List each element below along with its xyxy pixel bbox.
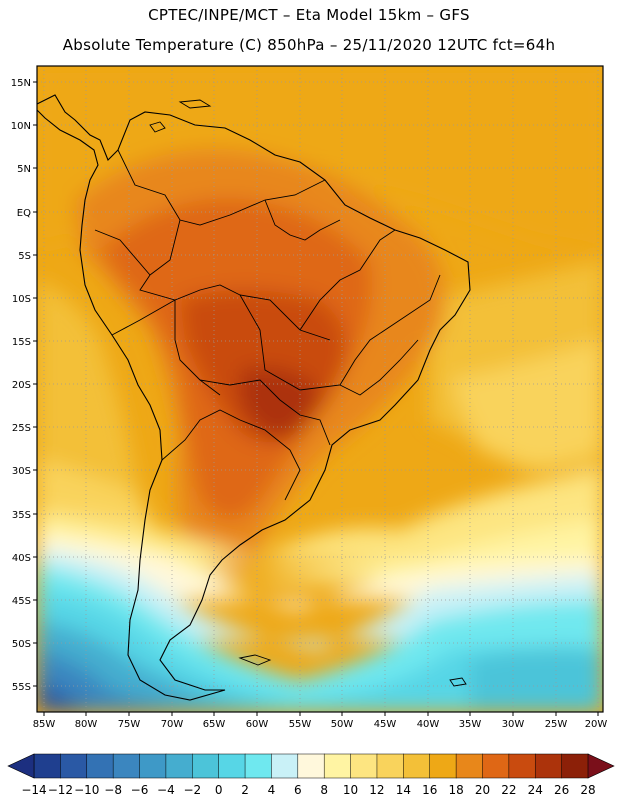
colorbar-swatch: [139, 753, 167, 779]
colorbar-swatch: [60, 753, 88, 779]
colorbar-swatch: [218, 753, 246, 779]
colorbar-swatches: [33, 753, 589, 779]
colorbar-label: −8: [104, 783, 122, 797]
colorbar-label: 26: [554, 783, 569, 797]
map-title-line1: CPTEC/INPE/MCT – Eta Model 15km – GFS: [148, 6, 470, 24]
longitude-labels: 85W 80W 75W 70W 65W 60W 55W 50W 45W 40W …: [33, 719, 608, 730]
colorbar-swatch: [271, 753, 299, 779]
colorbar-label: −12: [48, 783, 73, 797]
map-frame: [36, 65, 604, 713]
colorbar-swatch: [323, 753, 352, 779]
colorbar-label: 12: [369, 783, 384, 797]
lat-label: 10S: [12, 294, 31, 305]
colorbar-swatch: [455, 753, 484, 779]
lon-label: 60W: [246, 719, 269, 730]
colorbar-swatch: [192, 753, 220, 779]
lat-label: 55S: [12, 682, 31, 693]
lon-label: 70W: [161, 719, 184, 730]
colorbar-swatch: [534, 753, 563, 779]
lat-label: EQ: [17, 208, 31, 219]
colorbar-label: 4: [268, 783, 276, 797]
colorbar-swatch: [482, 753, 510, 779]
colorbar-swatch: [112, 753, 141, 779]
lon-label: 65W: [203, 719, 226, 730]
colorbar-swatch: [403, 753, 431, 779]
colorbar-label: 18: [448, 783, 463, 797]
colorbar-label: −4: [157, 783, 175, 797]
colorbar-swatch: [376, 753, 404, 779]
lon-label: 55W: [289, 719, 312, 730]
colorbar-low-arrow: [7, 753, 35, 779]
lon-label: 75W: [118, 719, 141, 730]
colorbar-swatch: [297, 753, 325, 779]
country-borders: [94, 149, 441, 501]
islands: [149, 99, 467, 687]
colorbar-label: −14: [21, 783, 46, 797]
lat-label: 45S: [12, 596, 31, 607]
lon-label: 50W: [331, 719, 354, 730]
lon-label: 80W: [75, 719, 98, 730]
colorbar-label: 14: [396, 783, 411, 797]
lat-label: 5N: [17, 164, 31, 175]
colorbar-swatch: [86, 753, 114, 779]
colorbar-label: 28: [580, 783, 595, 797]
lat-label: 50S: [12, 639, 31, 650]
map-title-line2: Absolute Temperature (C) 850hPa – 25/11/…: [62, 36, 556, 54]
lat-label: 25S: [12, 423, 31, 434]
lon-label: 30W: [502, 719, 525, 730]
colorbar-label: −10: [74, 783, 99, 797]
latitude-labels: 15N 10N 5N EQ 5S 10S 15S 20S 25S 30S 35S…: [11, 78, 31, 693]
axis-ticks: [33, 81, 599, 716]
colorbar-swatch: [508, 753, 536, 779]
lat-label: 35S: [12, 510, 31, 521]
colorbar-swatch: [350, 753, 378, 779]
colorbar-label: 8: [320, 783, 328, 797]
colorbar-labels: −14 −12 −10 −8 −6 −4 −2 0 2 4 6 8 10 12 14 16 18 20 22 24 26…: [21, 783, 595, 797]
lon-label: 25W: [545, 719, 568, 730]
colorbar-label: −6: [131, 783, 149, 797]
lat-label: 40S: [12, 553, 31, 564]
colorbar-swatch: [561, 753, 589, 779]
colorbar-label: 24: [528, 783, 543, 797]
colorbar-label: 22: [501, 783, 516, 797]
lat-label: 30S: [12, 466, 31, 477]
colorbar-label: 10: [343, 783, 358, 797]
lat-label: 15N: [11, 78, 31, 89]
lon-label: 85W: [33, 719, 56, 730]
lon-label: 20W: [585, 719, 608, 730]
lon-label: 45W: [374, 719, 397, 730]
colorbar-swatch: [165, 753, 193, 779]
colorbar-label: −2: [183, 783, 201, 797]
lat-label: 5S: [18, 251, 31, 262]
lat-label: 10N: [11, 121, 31, 132]
lon-label: 40W: [417, 719, 440, 730]
colorbar-label: 20: [475, 783, 490, 797]
colorbar-label: 0: [215, 783, 223, 797]
colorbar-label: 6: [294, 783, 302, 797]
temperature-field: [37, 66, 603, 712]
colorbar-swatch: [244, 753, 272, 779]
colorbar-label: 2: [241, 783, 249, 797]
colorbar-swatch: [429, 753, 457, 779]
colorbar-high-arrow: [587, 753, 615, 779]
lon-label: 35W: [459, 719, 482, 730]
colorbar-swatch: [33, 753, 61, 779]
colorbar-label: 16: [422, 783, 437, 797]
lat-label: 15S: [12, 337, 31, 348]
lat-label: 20S: [12, 380, 31, 391]
colorbar-legend: −14 −12 −10 −8 −6 −4 −2 0 2 4 6 8 10 12 14 16 18 20 22 24 26…: [7, 753, 615, 797]
